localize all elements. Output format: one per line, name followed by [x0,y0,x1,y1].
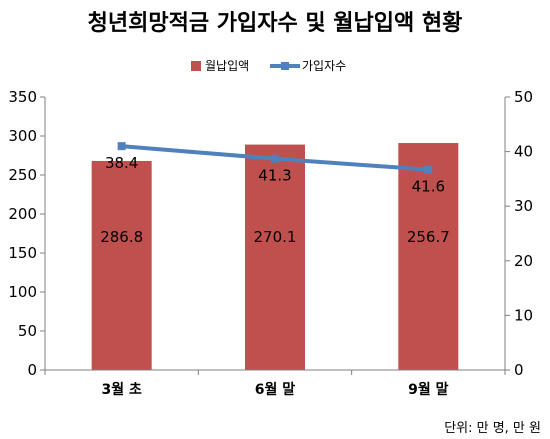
left-tick-label: 50 [18,322,37,340]
line-point [271,154,279,163]
right-tick-label: 20 [514,252,533,270]
line-data-label: 41.6 [412,178,445,196]
line-data-label: 41.3 [258,167,291,185]
left-axis: 0 50 100 150 200 250 300 350 [8,88,46,379]
unit-note: 단위: 만 명, 만 원 [444,421,541,436]
data-labels: 38.4 41.3 41.6 286.8 270.1 256.7 [100,154,450,246]
legend-bar-swatch [191,61,201,71]
chart-title: 청년희망적금 가입자수 및 월납입액 현황 [88,11,463,36]
legend-line-label: 가입자수 [302,59,346,73]
left-tick-label: 200 [8,205,37,223]
right-tick-label: 0 [514,361,524,379]
legend-line-marker [281,62,289,70]
left-tick-label: 250 [8,166,37,184]
bar [398,143,459,370]
left-tick-label: 0 [27,361,37,379]
line-point [117,142,126,151]
bar-data-label: 256.7 [407,228,450,246]
left-tick-label: 300 [8,127,37,145]
right-tick-label: 50 [514,88,533,106]
bars [91,143,459,370]
left-tick-label: 350 [8,88,37,106]
line-data-label: 38.4 [105,154,138,172]
x-tick-label: 6월 말 [255,381,295,398]
x-tick-label: 9월 말 [408,381,448,398]
left-tick-label: 150 [8,244,37,262]
bar-data-label: 286.8 [100,228,143,246]
bar [91,160,152,370]
x-axis: 3월 초 6월 말 9월 말 [44,369,506,398]
line-series [117,142,433,174]
bar [245,144,305,370]
bar-data-label: 270.1 [254,228,297,246]
right-tick-label: 10 [514,306,533,324]
line-point [424,165,433,174]
legend: 월납입액 가입자수 [191,59,346,73]
right-tick-label: 40 [514,143,533,161]
left-tick-label: 100 [8,283,37,301]
x-tick-label: 3월 초 [101,381,141,398]
legend-bar-label: 월납입액 [205,59,249,73]
right-tick-label: 30 [514,197,533,215]
right-axis: 0 10 20 30 40 50 [504,88,533,379]
